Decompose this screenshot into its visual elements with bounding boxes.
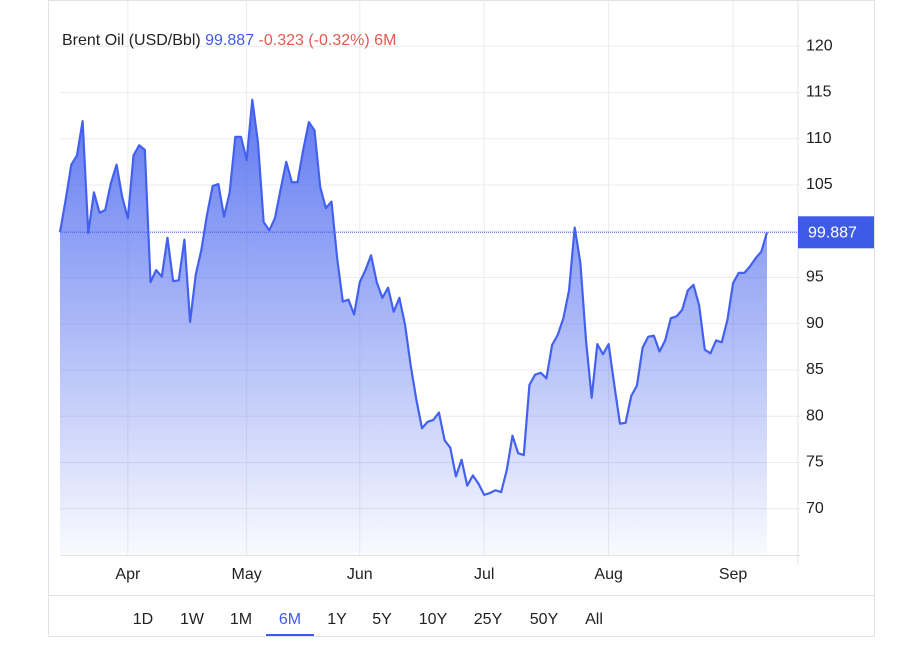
range-button[interactable]: 25Y	[474, 611, 503, 628]
header: Brent Oil (USD/Bbl) 99.887 -0.323 (-0.32…	[62, 32, 396, 49]
y-tick-label: 80	[806, 407, 824, 424]
y-tick-label: 75	[806, 454, 824, 471]
range-button[interactable]: 1W	[180, 611, 205, 628]
range-button[interactable]: 1Y	[327, 611, 347, 628]
range-button[interactable]: 10Y	[419, 611, 448, 628]
range-buttons: 1D 1W 1M 6M 1Y 5Y 10Y 25Y 50Y All	[133, 611, 603, 636]
y-tick-label: 90	[806, 315, 824, 332]
y-tick-label: 115	[806, 84, 832, 101]
y-tick-label: 120	[806, 37, 833, 54]
y-tick-label: 110	[806, 130, 832, 147]
x-tick-label: May	[232, 566, 262, 583]
range-button[interactable]: 50Y	[530, 611, 559, 628]
area	[60, 99, 767, 556]
change: -0.323 (-0.32%)	[259, 32, 370, 49]
y-tick-label: 95	[806, 269, 824, 286]
range-selected-underline	[266, 634, 314, 636]
y-tick-label: 70	[806, 500, 824, 517]
range-button[interactable]: 5Y	[372, 611, 392, 628]
plot: 707580859095100105110115120AprMayJunJulA…	[58, 0, 874, 583]
x-tick-label: Apr	[115, 566, 141, 583]
line	[58, 98, 769, 496]
range-button[interactable]: All	[585, 611, 603, 628]
x-tick-label: Sep	[719, 566, 748, 583]
period: 6M	[374, 32, 396, 49]
range-button[interactable]: 1D	[133, 611, 153, 628]
last-price-label: 99.887	[808, 225, 857, 242]
y-tick-label: 105	[806, 176, 833, 193]
chart-title: Brent Oil (USD/Bbl)	[62, 32, 201, 49]
last-price-box	[798, 216, 874, 249]
x-tick-label: Jun	[347, 566, 373, 583]
y-tick-label: 85	[806, 361, 824, 378]
x-tick-label: Aug	[594, 566, 622, 583]
last-price: 99.887	[205, 32, 254, 49]
range-bar	[49, 595, 874, 636]
range-button[interactable]: 6M	[279, 611, 301, 628]
x-tick-label: Jul	[474, 566, 494, 583]
range-button[interactable]: 1M	[230, 611, 252, 628]
